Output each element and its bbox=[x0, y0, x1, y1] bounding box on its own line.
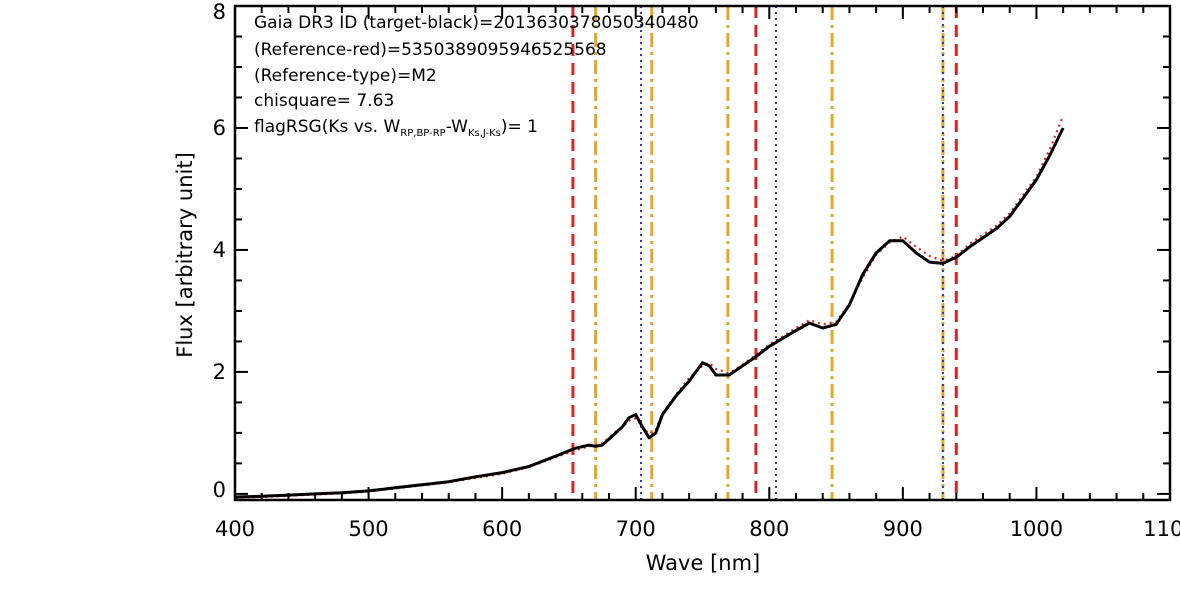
flag-rsg-mid: -W bbox=[446, 117, 468, 137]
y-tick-label: 0 bbox=[213, 478, 226, 502]
y-tick-label: 8 bbox=[213, 0, 226, 24]
y-tick-label: 2 bbox=[213, 360, 226, 384]
flag-rsg-end: )= 1 bbox=[501, 117, 538, 137]
x-tick-label: 900 bbox=[883, 517, 923, 541]
x-tick-label: 500 bbox=[349, 517, 389, 541]
x-tick-label: 700 bbox=[616, 517, 656, 541]
flag-rsg-main: flagRSG(Ks vs. W bbox=[254, 117, 400, 137]
y-tick-labels: 0 2 4 6 8 bbox=[213, 0, 226, 502]
y-tick-label: 6 bbox=[213, 116, 226, 140]
plot-frame bbox=[233, 4, 1172, 502]
series-line-0 bbox=[234, 127, 1065, 499]
annotation-reference-type: (Reference-type)=M2 bbox=[254, 66, 437, 86]
annotation-gaia-id: Gaia DR3 ID (target-black)=2013630378050… bbox=[254, 13, 699, 33]
series-lines bbox=[234, 115, 1065, 499]
y-axis-title: Flux [arbitrary unit] bbox=[173, 152, 197, 358]
annotation-chisquare: chisquare= 7.63 bbox=[254, 91, 394, 111]
x-tick-label: 1000 bbox=[1010, 517, 1063, 541]
x-axis-title: Wave [nm] bbox=[646, 551, 760, 575]
flag-rsg-sub1: RP,BP-RP bbox=[400, 128, 445, 139]
x-tick-label: 400 bbox=[215, 517, 255, 541]
x-tick-label: 800 bbox=[749, 517, 789, 541]
x-tick-label: 600 bbox=[482, 517, 522, 541]
y-tick-label: 4 bbox=[213, 238, 226, 262]
axis-ticks bbox=[234, 5, 1171, 500]
annotation-block: Gaia DR3 ID (target-black)=2013630378050… bbox=[254, 13, 699, 139]
annotation-reference-red: (Reference-red)=5350389095946525568 bbox=[254, 40, 607, 60]
flag-rsg-sub2: Ks,J-Ks bbox=[468, 128, 501, 139]
series-line-1 bbox=[234, 115, 1065, 499]
annotation-flag-rsg: flagRSG(Ks vs. WRP,BP-RP-WKs,J-Ks)= 1 bbox=[254, 117, 538, 139]
vertical-lines bbox=[571, 6, 958, 500]
